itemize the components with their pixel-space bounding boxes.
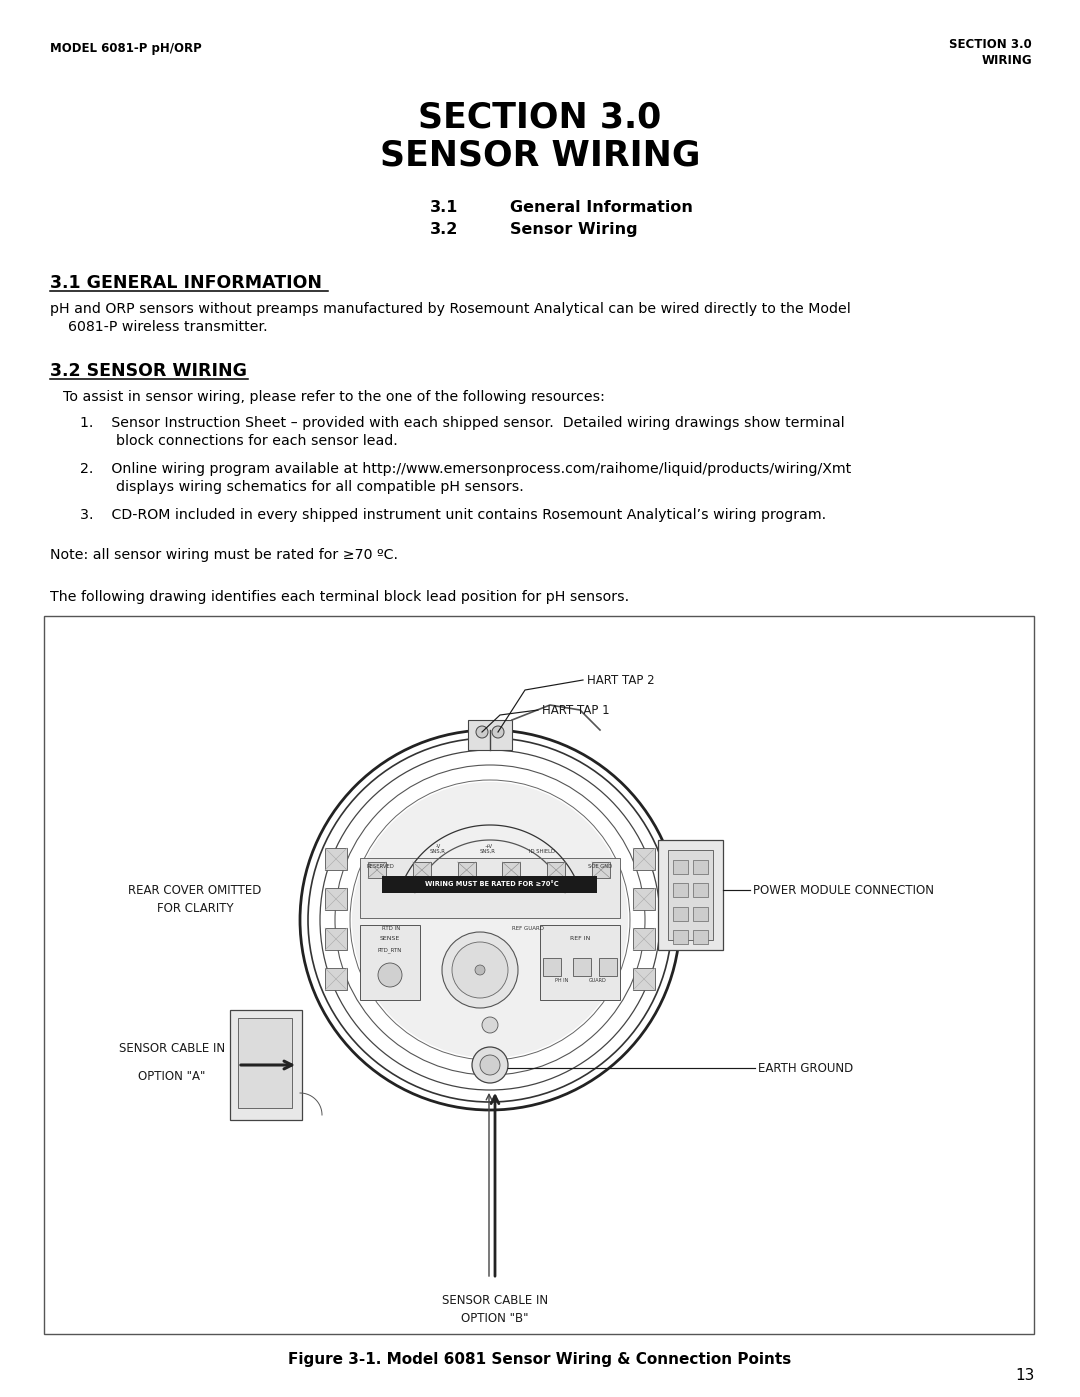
Bar bbox=[325, 928, 347, 950]
Text: +V
SNS,R: +V SNS,R bbox=[481, 844, 496, 854]
Text: OPTION "A": OPTION "A" bbox=[138, 1070, 205, 1083]
Bar bbox=[573, 958, 591, 977]
Bar bbox=[368, 862, 386, 877]
Text: Figure 3-1. Model 6081 Sensor Wiring & Connection Points: Figure 3-1. Model 6081 Sensor Wiring & C… bbox=[288, 1352, 792, 1368]
Text: The following drawing identifies each terminal block lead position for pH sensor: The following drawing identifies each te… bbox=[50, 590, 630, 604]
Text: SENSOR CABLE IN: SENSOR CABLE IN bbox=[119, 1042, 225, 1055]
Text: 3.2 SENSOR WIRING: 3.2 SENSOR WIRING bbox=[50, 362, 247, 380]
Bar bbox=[693, 883, 708, 897]
Bar bbox=[669, 849, 713, 940]
Circle shape bbox=[442, 932, 518, 1009]
Bar bbox=[592, 862, 610, 877]
Bar bbox=[540, 925, 620, 1000]
Circle shape bbox=[476, 726, 488, 738]
Bar bbox=[502, 862, 521, 877]
Text: 2.    Online wiring program available at http://www.emersonprocess.com/raihome/l: 2. Online wiring program available at ht… bbox=[80, 462, 851, 476]
Bar bbox=[458, 862, 475, 877]
Bar bbox=[693, 861, 708, 875]
Text: SENSOR CABLE IN: SENSOR CABLE IN bbox=[442, 1294, 548, 1308]
Bar bbox=[413, 862, 431, 877]
Bar bbox=[230, 1010, 302, 1120]
Text: -V
SNS,R: -V SNS,R bbox=[430, 844, 446, 854]
Bar bbox=[599, 958, 617, 977]
Text: MODEL 6081-P pH/ORP: MODEL 6081-P pH/ORP bbox=[50, 42, 202, 54]
Bar bbox=[548, 862, 565, 877]
Text: pH and ORP sensors without preamps manufactured by Rosemount Analytical can be w: pH and ORP sensors without preamps manuf… bbox=[50, 302, 851, 316]
Text: displays wiring schematics for all compatible pH sensors.: displays wiring schematics for all compa… bbox=[80, 481, 524, 495]
Bar bbox=[44, 616, 1034, 1334]
Bar bbox=[360, 858, 620, 918]
Text: RESERVED: RESERVED bbox=[366, 863, 394, 869]
Bar bbox=[325, 968, 347, 990]
Text: 6081-P wireless transmitter.: 6081-P wireless transmitter. bbox=[50, 320, 268, 334]
Text: POWER MODULE CONNECTION: POWER MODULE CONNECTION bbox=[753, 883, 934, 897]
Text: REF GUARD: REF GUARD bbox=[512, 925, 544, 930]
Text: RTD IN: RTD IN bbox=[382, 925, 401, 930]
Text: SENSE: SENSE bbox=[380, 936, 400, 940]
Text: WIRING MUST BE RATED FOR ≥70°C: WIRING MUST BE RATED FOR ≥70°C bbox=[426, 882, 558, 887]
Bar bbox=[693, 907, 708, 921]
Bar bbox=[325, 888, 347, 909]
Circle shape bbox=[352, 782, 627, 1058]
Text: OPTION "B": OPTION "B" bbox=[461, 1312, 529, 1324]
Bar bbox=[693, 930, 708, 944]
Text: 3.1 GENERAL INFORMATION: 3.1 GENERAL INFORMATION bbox=[50, 274, 322, 292]
Text: Note: all sensor wiring must be rated for ≥70 ºC.: Note: all sensor wiring must be rated fo… bbox=[50, 548, 399, 562]
Bar bbox=[673, 861, 688, 875]
Text: PH IN: PH IN bbox=[555, 978, 569, 982]
Text: 3.1: 3.1 bbox=[430, 200, 458, 215]
Bar bbox=[633, 848, 654, 870]
Text: ID SHIELD: ID SHIELD bbox=[529, 849, 555, 854]
Circle shape bbox=[480, 1055, 500, 1076]
Circle shape bbox=[482, 1017, 498, 1032]
Text: General Information: General Information bbox=[510, 200, 693, 215]
Bar bbox=[325, 848, 347, 870]
Bar bbox=[468, 719, 512, 750]
Bar bbox=[543, 958, 561, 977]
Text: Sensor Wiring: Sensor Wiring bbox=[510, 222, 637, 237]
Bar bbox=[238, 1018, 292, 1108]
Circle shape bbox=[472, 1046, 508, 1083]
Bar bbox=[633, 888, 654, 909]
Text: block connections for each sensor lead.: block connections for each sensor lead. bbox=[80, 434, 397, 448]
Bar bbox=[658, 840, 723, 950]
Text: SECTION 3.0: SECTION 3.0 bbox=[949, 38, 1032, 52]
Bar bbox=[633, 928, 654, 950]
Text: WIRING: WIRING bbox=[982, 54, 1032, 67]
Text: REF IN: REF IN bbox=[570, 936, 590, 940]
Text: 3.    CD-ROM included in every shipped instrument unit contains Rosemount Analyt: 3. CD-ROM included in every shipped inst… bbox=[80, 509, 826, 522]
Bar bbox=[360, 925, 420, 1000]
Bar bbox=[673, 883, 688, 897]
Text: SOE GND: SOE GND bbox=[588, 863, 612, 869]
Bar bbox=[633, 968, 654, 990]
Text: SECTION 3.0: SECTION 3.0 bbox=[418, 101, 662, 134]
Text: HART TAP 1: HART TAP 1 bbox=[542, 704, 609, 717]
Text: GUARD: GUARD bbox=[589, 978, 607, 982]
Circle shape bbox=[378, 963, 402, 988]
Bar bbox=[382, 876, 597, 893]
Circle shape bbox=[475, 965, 485, 975]
Text: EARTH GROUND: EARTH GROUND bbox=[758, 1062, 853, 1074]
Bar bbox=[673, 930, 688, 944]
Circle shape bbox=[453, 942, 508, 997]
Text: 1.    Sensor Instruction Sheet – provided with each shipped sensor.  Detailed wi: 1. Sensor Instruction Sheet – provided w… bbox=[80, 416, 845, 430]
Bar bbox=[673, 907, 688, 921]
Text: RTD_RTN: RTD_RTN bbox=[378, 947, 402, 953]
Text: 3.2: 3.2 bbox=[430, 222, 458, 237]
Text: HART TAP 2: HART TAP 2 bbox=[588, 673, 654, 686]
Text: 13: 13 bbox=[1015, 1368, 1035, 1383]
Text: SENSOR WIRING: SENSOR WIRING bbox=[380, 138, 700, 172]
Text: To assist in sensor wiring, please refer to the one of the following resources:: To assist in sensor wiring, please refer… bbox=[63, 390, 605, 404]
Text: REAR COVER OMITTED
FOR CLARITY: REAR COVER OMITTED FOR CLARITY bbox=[129, 884, 261, 915]
Circle shape bbox=[492, 726, 504, 738]
